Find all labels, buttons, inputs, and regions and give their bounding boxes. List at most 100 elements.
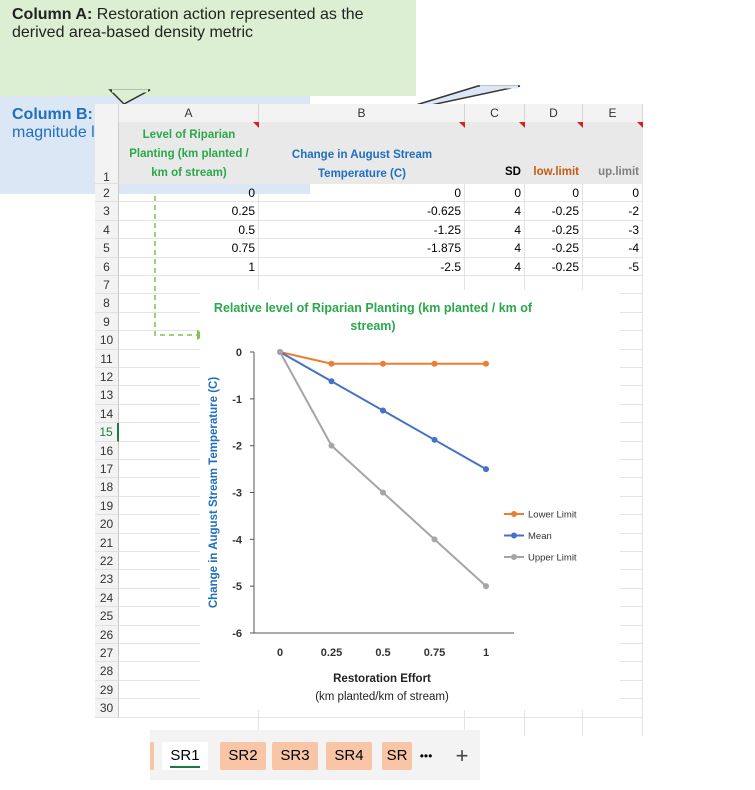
grid-line-col-E: [642, 184, 643, 736]
tab-sr3[interactable]: SR3: [272, 742, 318, 770]
tab-overflow-left[interactable]: [150, 742, 154, 770]
cell-d1[interactable]: low.limit: [525, 122, 583, 184]
cell-a4[interactable]: 0.5: [238, 222, 255, 237]
legend-label-1: Mean: [528, 531, 552, 542]
series-1-point-3: [431, 436, 438, 443]
row-header-21[interactable]: 21: [95, 533, 119, 552]
row-header-4[interactable]: 4: [95, 220, 119, 240]
grid-line-row-5: [119, 256, 643, 258]
cell-e3[interactable]: -2: [628, 204, 639, 219]
row-header-20[interactable]: 20: [95, 515, 119, 534]
row-header-26[interactable]: 26: [95, 625, 119, 644]
column-header-c[interactable]: C: [465, 104, 525, 122]
row-header-23[interactable]: 23: [95, 570, 119, 589]
legend-marker-2: [511, 554, 517, 560]
series-1-point-1: [328, 378, 335, 385]
column-header-d[interactable]: D: [525, 104, 583, 122]
row-header-27[interactable]: 27: [95, 644, 119, 663]
row-header-5[interactable]: 5: [95, 239, 119, 258]
cell-b4[interactable]: -1.25: [433, 222, 461, 237]
row-header-3[interactable]: 3: [95, 202, 119, 221]
cell-e5[interactable]: -4: [628, 241, 639, 256]
more-tabs-button[interactable]: •••: [419, 749, 433, 763]
cell-a5[interactable]: 0.75: [231, 241, 255, 256]
add-sheet-button[interactable]: +: [455, 743, 469, 768]
cell-b1[interactable]: Change in August Stream Temperature (C): [259, 122, 465, 184]
comment-indicator-a1[interactable]: [253, 122, 259, 128]
cell-d4[interactable]: -0.25: [551, 222, 579, 237]
x-tick-label-4: 1: [483, 647, 489, 659]
column-header-e[interactable]: E: [583, 104, 643, 122]
row-header-12[interactable]: 12: [95, 368, 119, 387]
header-b-text: Change in August Stream Temperature (C): [291, 149, 433, 180]
row-header-19[interactable]: 19: [95, 496, 119, 516]
legend-label-0: Lower Limit: [528, 510, 577, 521]
callout-column-a: Column A: Restoration action represented…: [0, 0, 416, 96]
row-header-29[interactable]: 29: [95, 680, 119, 700]
cell-a2[interactable]: 0: [248, 186, 255, 200]
comment-indicator-d1[interactable]: [577, 122, 583, 128]
cell-e2[interactable]: 0: [632, 186, 639, 200]
chart-title: Relative level of Riparian Planting (km …: [214, 301, 533, 333]
row-header-6[interactable]: 6: [95, 257, 119, 276]
row-header-22[interactable]: 22: [95, 552, 119, 571]
cell-d5[interactable]: -0.25: [551, 241, 579, 256]
row-header-18[interactable]: 18: [95, 478, 119, 497]
cell-a3[interactable]: 0.25: [231, 204, 255, 219]
row-header-24[interactable]: 24: [95, 588, 119, 608]
cell-b5[interactable]: -1.875: [426, 241, 461, 256]
comment-indicator-e1[interactable]: [637, 122, 643, 128]
cell-c1[interactable]: SD: [465, 122, 525, 184]
comment-indicator-c1[interactable]: [519, 122, 525, 128]
row-header-15[interactable]: 15: [95, 423, 119, 442]
row-header-14[interactable]: 14: [95, 404, 119, 424]
cell-b3[interactable]: -0.625: [426, 204, 461, 219]
cell-c5[interactable]: 4: [514, 241, 521, 256]
series-2-point-1: [328, 442, 335, 449]
header-c-text: SD: [505, 166, 521, 178]
cell-e6[interactable]: -5: [628, 259, 639, 274]
row-header-30[interactable]: 30: [95, 699, 119, 718]
row-header-16[interactable]: 16: [95, 441, 119, 460]
tab-sr1-label: SR1: [170, 747, 200, 768]
row-header-8[interactable]: 8: [95, 294, 119, 313]
y-tick-label-4: -4: [232, 534, 243, 546]
cell-a1[interactable]: Level of Riparian Planting (km planted /…: [119, 122, 259, 184]
header-d-text: low.limit: [533, 166, 579, 178]
select-all-corner[interactable]: [95, 104, 119, 122]
comment-indicator-b1[interactable]: [459, 122, 465, 128]
cell-c6[interactable]: 4: [514, 259, 521, 274]
cell-c3[interactable]: 4: [514, 204, 521, 219]
series-0-point-3: [431, 360, 438, 367]
row-header-2[interactable]: 2: [95, 184, 119, 203]
cell-a6[interactable]: 1: [248, 259, 255, 274]
cell-c2[interactable]: 0: [514, 186, 521, 200]
column-header-a[interactable]: A: [119, 104, 259, 122]
column-header-b[interactable]: B: [259, 104, 465, 122]
row-header-10[interactable]: 10: [95, 331, 119, 350]
row-header-25[interactable]: 25: [95, 607, 119, 626]
tab-sr4[interactable]: SR4: [326, 742, 372, 770]
row-header-9[interactable]: 9: [95, 312, 119, 332]
row-header-1[interactable]: 1: [95, 122, 119, 184]
cell-c4[interactable]: 4: [514, 222, 521, 237]
cell-d6[interactable]: -0.25: [551, 259, 579, 274]
row-header-7[interactable]: 7: [95, 276, 119, 295]
row-header-28[interactable]: 28: [95, 662, 119, 681]
cell-b2[interactable]: 0: [454, 186, 461, 200]
tab-sr2[interactable]: SR2: [220, 742, 266, 770]
cell-e1[interactable]: up.limit: [583, 122, 643, 184]
row-header-11[interactable]: 11: [95, 349, 119, 368]
cell-d2[interactable]: 0: [572, 186, 579, 200]
cell-b6[interactable]: -2.5: [440, 259, 461, 274]
cell-e4[interactable]: -3: [628, 222, 639, 237]
line-chart[interactable]: Relative level of Riparian Planting (km …: [200, 290, 620, 710]
cell-d3[interactable]: -0.25: [551, 204, 579, 219]
row-header-13[interactable]: 13: [95, 386, 119, 405]
tab-sr1[interactable]: SR1: [162, 742, 208, 770]
row-header-17[interactable]: 17: [95, 460, 119, 479]
callout-b-bold: Column B:: [12, 106, 93, 123]
x-axis-label: Restoration Effort: [333, 673, 431, 685]
tab-sr5-truncated[interactable]: SR: [382, 742, 412, 770]
series-0-point-4: [483, 360, 489, 367]
